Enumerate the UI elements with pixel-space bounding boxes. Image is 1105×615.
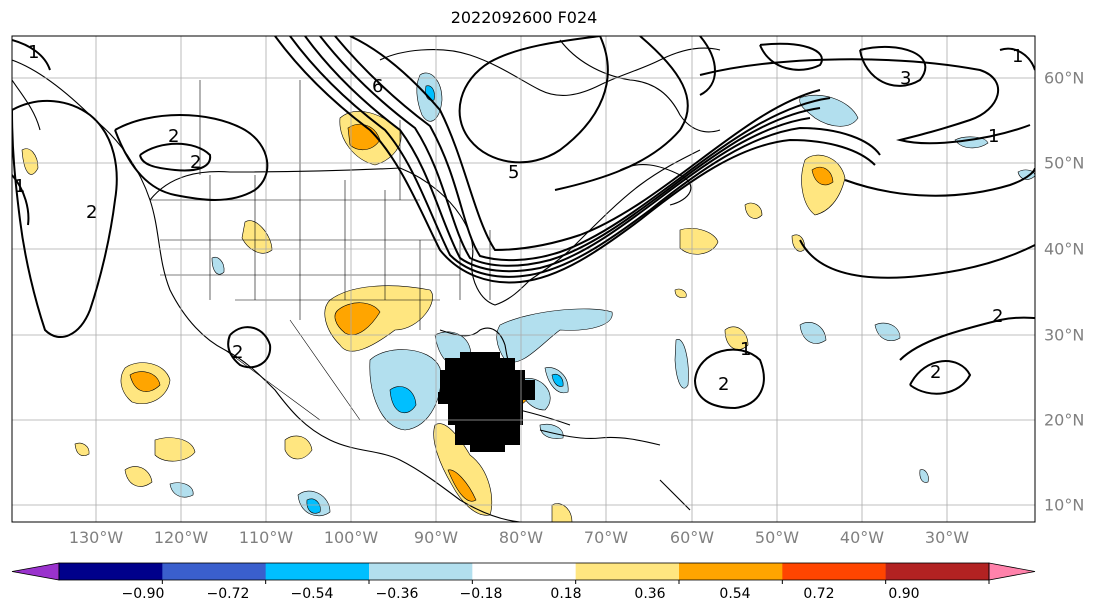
contour-label: 2 [190, 152, 201, 173]
lon-label: 40°W [839, 528, 885, 547]
graticule [12, 36, 1035, 522]
contour-label: 2 [168, 126, 179, 147]
colorbar-tick-label: 0.18 [550, 586, 582, 602]
lon-label: 60°W [669, 528, 715, 547]
contour-label: 2 [86, 202, 97, 223]
contour-lines [12, 36, 1035, 410]
lon-label: 50°W [754, 528, 800, 547]
colorbar-tick-label: 0.90 [888, 586, 920, 602]
contour-label: 2 [930, 362, 941, 383]
contour-labels: 1 2 2 2 2 3 5 6 1 1 2 2 2 1 1 [14, 42, 1023, 395]
lon-label: 130°W [68, 528, 124, 547]
lon-label: 90°W [413, 528, 459, 547]
colorbar-tick-label: 0.54 [719, 586, 751, 602]
lat-label: 30°N [1044, 325, 1085, 345]
colorbar-tick-label: 0.72 [803, 586, 835, 602]
lon-label: 100°W [323, 528, 379, 547]
lat-label: 50°N [1044, 153, 1085, 173]
colorbar-tick-label: −0.72 [206, 586, 250, 602]
contour-label: 6 [372, 76, 383, 97]
precip-marker-cluster [438, 352, 535, 452]
lon-label: 70°W [583, 528, 629, 547]
colorbar-tick-label: −0.36 [375, 586, 419, 602]
lat-label: 20°N [1044, 410, 1085, 430]
contour-label: 2 [718, 374, 729, 395]
map-title: 2022092600 F024 [450, 8, 598, 27]
lon-label: 120°W [153, 528, 209, 547]
contour-label: 1 [1012, 46, 1023, 67]
shaded-anomaly-regions [21, 72, 1035, 522]
lon-label: 30°W [924, 528, 970, 547]
colorbar-tick-label: −0.90 [121, 586, 165, 602]
contour-label: 1 [14, 176, 25, 197]
contour-label: 1 [28, 42, 39, 63]
contour-label: 5 [508, 162, 519, 183]
colorbar-tick-label: 0.36 [634, 586, 666, 602]
lat-label: 60°N [1044, 68, 1085, 88]
colorbar-tick-label: −0.18 [459, 586, 503, 602]
lon-label: 80°W [498, 528, 544, 547]
contour-label: 3 [900, 68, 911, 89]
political-borders [150, 80, 491, 421]
contour-label: 1 [740, 339, 751, 360]
contour-label: 2 [992, 306, 1003, 327]
colorbar-tick-label: −0.54 [290, 586, 334, 602]
lat-label: 40°N [1044, 239, 1085, 259]
lat-label: 10°N [1044, 495, 1085, 515]
contour-label: 2 [232, 342, 243, 363]
map-frame [11, 35, 1036, 523]
contour-label: 1 [988, 126, 999, 147]
lon-label: 110°W [238, 528, 294, 547]
